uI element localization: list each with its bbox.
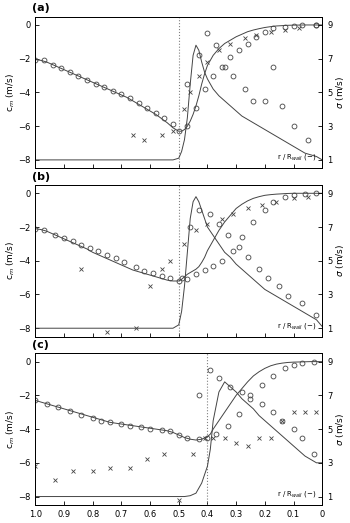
Text: (a): (a) bbox=[33, 4, 50, 14]
Text: r / R$_{wall}$ (−): r / R$_{wall}$ (−) bbox=[277, 489, 316, 499]
Y-axis label: $\sigma$ (m/s): $\sigma$ (m/s) bbox=[334, 413, 346, 446]
Y-axis label: c$_m$ (m/s): c$_m$ (m/s) bbox=[4, 241, 17, 280]
Y-axis label: $\sigma$ (m/s): $\sigma$ (m/s) bbox=[334, 244, 346, 277]
Y-axis label: c$_m$ (m/s): c$_m$ (m/s) bbox=[4, 73, 17, 112]
Y-axis label: $\sigma$ (m/s): $\sigma$ (m/s) bbox=[334, 76, 346, 109]
Text: (b): (b) bbox=[33, 172, 50, 182]
Text: (c): (c) bbox=[33, 340, 49, 350]
Y-axis label: c$_m$ (m/s): c$_m$ (m/s) bbox=[4, 410, 17, 449]
Text: r / R$_{wall}$ (−): r / R$_{wall}$ (−) bbox=[277, 152, 316, 162]
Text: r / R$_{wall}$ (−): r / R$_{wall}$ (−) bbox=[277, 321, 316, 331]
